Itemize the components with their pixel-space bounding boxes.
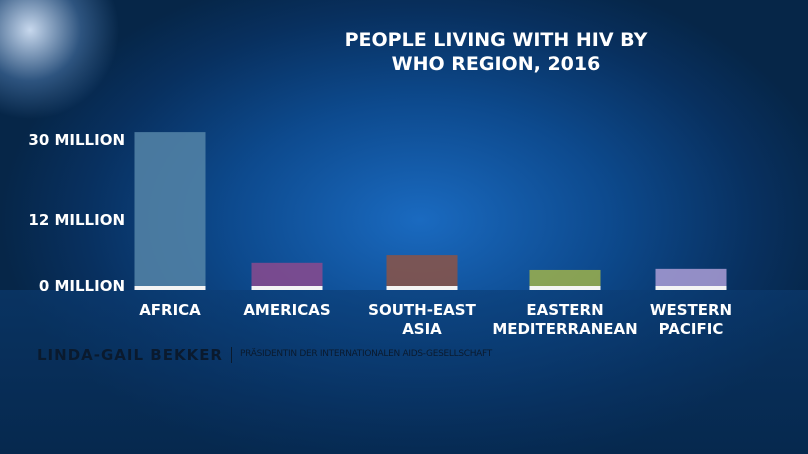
chart-title: PEOPLE LIVING WITH HIV BY WHO REGION, 20… (344, 29, 648, 75)
bar (134, 132, 206, 287)
bar (655, 268, 727, 287)
y-tick-label: 30 MILLION (28, 131, 125, 149)
x-tick-label: AFRICA (139, 301, 201, 319)
bar-base (529, 286, 601, 290)
bar (529, 269, 601, 287)
bar (386, 255, 458, 287)
caption-role: PRÄSIDENTIN DER INTERNATIONALEN AIDS-GES… (240, 349, 492, 359)
y-tick-label: 0 MILLION (38, 277, 125, 295)
caption-name: LINDA-GAIL BEKKER (37, 346, 223, 364)
x-tick-label: AMERICAS (243, 301, 331, 319)
separator (231, 347, 232, 363)
floor-shade (0, 290, 808, 454)
bar-base (251, 286, 323, 290)
y-tick-label: 12 MILLION (28, 211, 125, 229)
x-tick-label: WESTERN PACIFIC (649, 301, 733, 338)
bar-base (386, 286, 458, 290)
x-tick-label: SOUTH-EAST ASIA (368, 301, 476, 338)
bar-base (134, 286, 206, 290)
x-tick-label: EASTERN MEDITERRANEAN (492, 301, 638, 338)
bar (251, 262, 323, 287)
bar-base (655, 286, 727, 290)
